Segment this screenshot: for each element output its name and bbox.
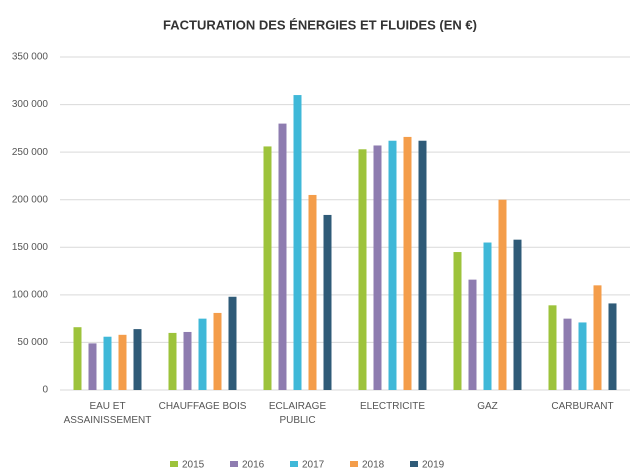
x-tick-label: EAU ET ASSAINISSEMENT — [63, 401, 152, 426]
y-tick-label: 0 — [42, 385, 48, 396]
bar — [563, 318, 572, 390]
y-tick-label: 200 000 — [12, 194, 49, 205]
bar — [228, 296, 237, 390]
legend-swatch — [170, 461, 178, 467]
y-tick-label: 50 000 — [17, 337, 48, 348]
bar — [263, 146, 272, 390]
bar — [388, 140, 397, 390]
x-tick-label: ECLAIRAGE PUBLIC — [268, 401, 327, 426]
legend-swatch — [350, 461, 358, 467]
x-tick-label: CARBURANT — [551, 401, 614, 412]
bar — [103, 336, 112, 390]
y-tick-label: 150 000 — [12, 242, 49, 253]
bar — [593, 285, 602, 390]
x-tick-label: ELECTRICITE — [359, 401, 425, 412]
bar — [498, 199, 507, 390]
bar — [578, 322, 587, 390]
bar — [293, 95, 302, 391]
bar — [418, 140, 427, 390]
y-tick-label: 350 000 — [12, 52, 49, 63]
bar — [88, 343, 97, 390]
bar — [308, 194, 317, 390]
bar — [73, 327, 82, 390]
bar — [118, 334, 127, 390]
legend-swatch — [410, 461, 418, 467]
legend-swatch — [290, 461, 298, 467]
bar — [608, 303, 617, 390]
legend-label: 2019 — [422, 460, 445, 471]
bar — [183, 331, 192, 390]
legend-label: 2017 — [302, 460, 325, 471]
bar — [403, 136, 412, 390]
legend-label: 2018 — [362, 460, 385, 471]
bar — [453, 252, 462, 390]
bar — [323, 214, 332, 390]
bar — [133, 329, 142, 390]
bar — [168, 332, 177, 390]
bar — [213, 312, 222, 390]
bar — [513, 239, 522, 390]
bar — [358, 149, 367, 390]
legend-swatch — [230, 461, 238, 467]
legend-label: 2015 — [182, 460, 205, 471]
bar — [483, 242, 492, 390]
bar — [548, 305, 557, 390]
y-tick-label: 250 000 — [12, 147, 49, 158]
bar — [468, 279, 477, 390]
x-tick-label: GAZ — [477, 401, 498, 412]
bar — [373, 145, 382, 390]
bar — [278, 123, 287, 390]
x-tick-label: CHAUFFAGE BOIS — [158, 401, 247, 412]
y-tick-label: 300 000 — [12, 99, 49, 110]
legend-label: 2016 — [242, 460, 265, 471]
chart-title: FACTURATION DES ÉNERGIES ET FLUIDES (EN … — [163, 17, 477, 32]
bar — [198, 318, 207, 390]
y-tick-label: 100 000 — [12, 289, 49, 300]
